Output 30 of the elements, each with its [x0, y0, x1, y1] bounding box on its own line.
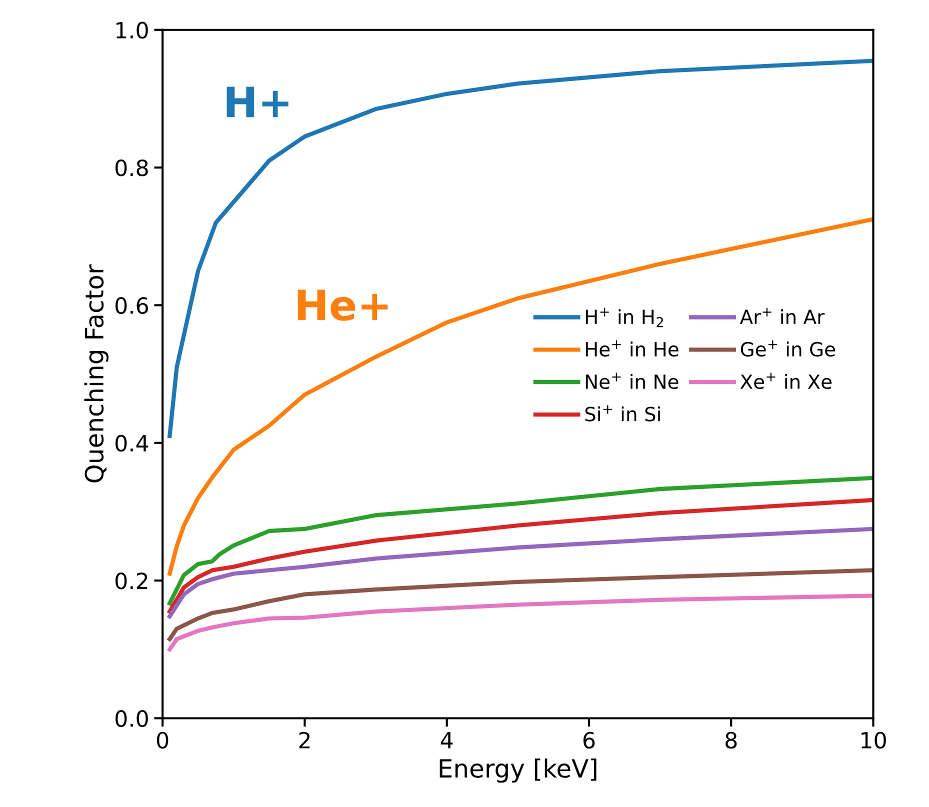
- line-series: [168, 217, 874, 576]
- y-axis-title: Quenching Factor: [84, 264, 108, 482]
- x-tick-label: 10: [862, 732, 886, 749]
- x-tick-label: 8: [726, 732, 737, 749]
- x-tick-label: 2: [299, 732, 310, 748]
- legend-label: Si$^{+}$ in Si: [585, 405, 660, 422]
- line-series: [168, 498, 874, 614]
- y-tick-label: 0.6: [116, 297, 148, 314]
- line-series: [168, 58, 874, 438]
- line-series: [168, 594, 874, 652]
- legend-label: Ar$^{+}$ in Ar: [740, 308, 825, 324]
- y-tick-label: 0.8: [116, 159, 148, 176]
- line-series: [168, 526, 874, 618]
- annotation: He+: [298, 290, 388, 321]
- x-tick-label: 0: [156, 732, 168, 749]
- y-tick-label: 0.0: [116, 710, 148, 727]
- y-tick-label: 0.4: [116, 434, 148, 452]
- legend-label: Xe$^{+}$ in Xe: [740, 372, 832, 390]
- annotation: H+: [226, 86, 288, 118]
- y-tick-label: 0.2: [116, 572, 148, 590]
- x-tick-label: 4: [440, 732, 453, 748]
- legend-label: H$^{+}$ in H$_{2}$: [586, 308, 663, 328]
- legend-label: He$^{+}$ in He: [586, 340, 678, 357]
- line-series: [168, 476, 874, 606]
- legend-label: Ne$^{+}$ in Ne: [586, 372, 678, 390]
- x-tick-label: 6: [583, 732, 595, 749]
- legend-label: Ge$^{+}$ in Ge: [740, 340, 836, 357]
- y-tick-label: 1.0: [116, 22, 148, 39]
- x-axis-title: Energy [keV]: [440, 758, 596, 783]
- line-series: [168, 568, 874, 642]
